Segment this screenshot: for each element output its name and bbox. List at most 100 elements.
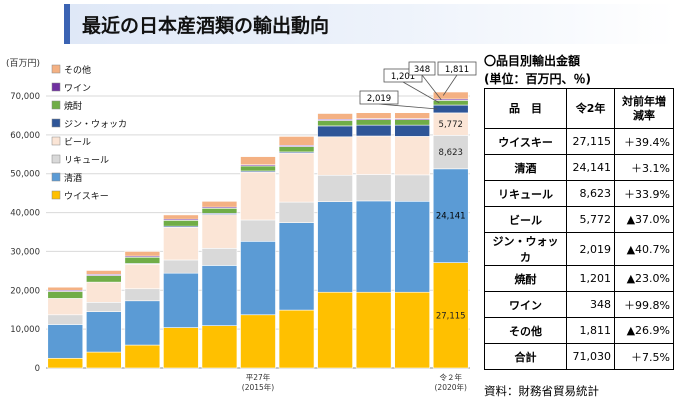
bar-segment [124,300,161,346]
bar-segment [86,281,122,303]
bar-segment [278,136,315,146]
bar-segment [201,214,238,249]
bar-segment [86,302,122,312]
y-tick-label: 20,000 [10,286,40,296]
bar-segment [394,112,430,119]
row-change: ＋7.5% [613,343,675,370]
callout-box [359,90,399,105]
legend-swatch [51,136,61,146]
row-value: 1,811 [566,317,615,344]
data-label: 8,623 [439,148,463,158]
bar-segment [86,275,122,283]
row-name: ジン・ウォッカ [483,232,568,266]
bar-segment [394,201,430,293]
bar-segment [317,201,353,293]
table-row: ジン・ウォッカ 2,019 ▲40.7% [483,232,675,266]
legend-label: ウイスキー [64,191,109,202]
page-title: 最近の日本産酒類の輸出動向 [82,15,330,37]
row-value: 8,623 [566,180,615,207]
source-note: 資料：財務省貿易統計 [484,384,599,398]
table-row: ビール 5,772 ▲37.0% [483,206,675,233]
bar-segment [163,259,199,274]
legend-label: ビール [64,137,91,148]
bar-segment [394,136,430,176]
bar-segment [201,325,238,369]
bar-segment [317,125,353,138]
bar-segment [47,286,84,291]
stacked-bar-chart: (百万円) 0 10,000 20,000 30,000 40,000 50,000 60,0… [6,58,477,392]
bar-segment [355,174,392,202]
bar-segment [432,135,469,170]
bar-segment [201,207,238,214]
bar-segment [355,291,392,369]
bar-segment [278,309,315,369]
bar-segment [240,219,276,242]
y-tick-label: 60,000 [10,131,40,141]
table-row: その他 1,811 ▲26.9% [483,317,675,344]
bar-segment [124,256,161,264]
table-row: 清酒 24,141 ＋3.1% [483,154,675,181]
row-name: ビール [483,206,568,233]
bar-segment [201,248,238,266]
bar-segment [355,112,392,119]
bar-segment [201,265,238,326]
bar-segment [317,120,353,127]
title-bar: 最近の日本産酒類の輸出動向 [64,4,676,44]
bar-segment [240,165,276,172]
legend-label: 焼酎 [64,100,82,112]
row-change: ＋39.4% [613,128,675,155]
x-tick-label: 令２年 [439,372,462,382]
row-value: 2,019 [566,232,615,266]
legend-swatch [51,190,61,200]
bar-segment [432,91,469,100]
legend-label: ジン・ウォッカ [64,119,127,130]
bar-segment [240,241,276,316]
bar-segment [394,119,430,126]
row-name: その他 [483,317,568,344]
bar-segment [394,174,430,202]
x-tick-label: 平27年 [246,372,271,382]
callout-leader [402,81,440,104]
row-value: 71,030 [566,343,615,370]
y-tick-label: 70,000 [10,92,40,102]
bar-segment [355,135,392,175]
row-change: ＋3.1% [613,154,675,181]
bar-segment [355,200,392,293]
legend-label: ワイン [64,84,91,94]
table-row: リキュール 8,623 ＋33.9% [483,180,675,207]
bar-segment [163,272,199,328]
bar-segment [240,171,276,221]
table-header-row: 品 目 令2年 対前年増減率 [483,88,675,129]
row-change: ＋99.8% [613,291,675,318]
bar-segment [278,222,315,311]
callout-leader [421,74,442,100]
bar-segment [47,314,84,325]
bar-segment [317,174,353,202]
row-value: 5,772 [566,206,615,233]
row-change: ＋33.9% [613,180,675,207]
bar-segment [124,251,161,257]
bar-segment [278,152,315,203]
row-name: ワイン [483,291,568,318]
unit-label: (百万円) [6,58,40,69]
legend-label: 清酒 [64,172,82,184]
legend-swatch [51,118,61,128]
bar-segment [163,227,199,261]
bar-segment [317,291,353,369]
callout-label: 1,811 [445,65,469,75]
bar-segment [278,201,315,223]
bar-segment [47,298,84,316]
bar-segment [124,288,161,302]
row-value: 348 [566,291,615,318]
bar-segment [278,146,315,153]
bar-segment [86,270,122,275]
row-change: ▲40.7% [613,232,675,266]
table-unit: (単位：百万円、％) [484,72,591,86]
x-tick-label: (2020年) [435,382,468,392]
data-label: 27,115 [436,311,466,321]
table-row: ウイスキー 27,115 ＋39.4% [483,128,675,155]
bar-segment [394,291,430,369]
bar-segment [47,291,84,299]
callout-box [408,61,436,76]
legend-swatch [51,154,61,164]
